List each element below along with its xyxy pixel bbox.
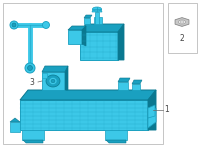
Polygon shape [20,100,148,130]
Ellipse shape [51,79,55,83]
Text: 1: 1 [164,106,169,115]
Polygon shape [148,105,155,118]
Polygon shape [22,130,44,140]
Polygon shape [23,140,43,143]
Polygon shape [84,18,90,24]
Polygon shape [118,24,124,60]
Text: 2: 2 [180,34,184,43]
Polygon shape [118,78,130,82]
Polygon shape [10,122,20,132]
Polygon shape [148,108,156,128]
Text: 3: 3 [29,77,34,86]
Polygon shape [65,66,68,90]
Polygon shape [42,73,47,78]
Polygon shape [118,82,128,90]
Ellipse shape [92,7,102,11]
Bar [3,3,163,144]
Polygon shape [80,32,118,60]
Ellipse shape [49,77,57,85]
Ellipse shape [10,21,18,29]
Bar [168,3,197,53]
Ellipse shape [179,20,186,24]
Polygon shape [94,17,102,24]
Polygon shape [80,24,124,32]
Polygon shape [132,84,140,90]
Polygon shape [10,118,20,122]
Polygon shape [132,80,142,84]
Polygon shape [82,26,86,46]
Ellipse shape [25,63,35,73]
Polygon shape [175,18,189,26]
Polygon shape [68,30,82,44]
Polygon shape [68,26,86,30]
Polygon shape [148,90,156,130]
Polygon shape [105,130,127,140]
Polygon shape [42,66,68,72]
Ellipse shape [12,23,16,27]
Polygon shape [92,9,102,12]
Polygon shape [84,15,92,18]
Ellipse shape [28,66,32,71]
Polygon shape [42,72,65,90]
Ellipse shape [46,75,60,87]
Ellipse shape [42,21,50,29]
Ellipse shape [180,21,184,23]
Polygon shape [106,140,126,143]
Polygon shape [95,12,99,24]
Polygon shape [20,90,156,100]
